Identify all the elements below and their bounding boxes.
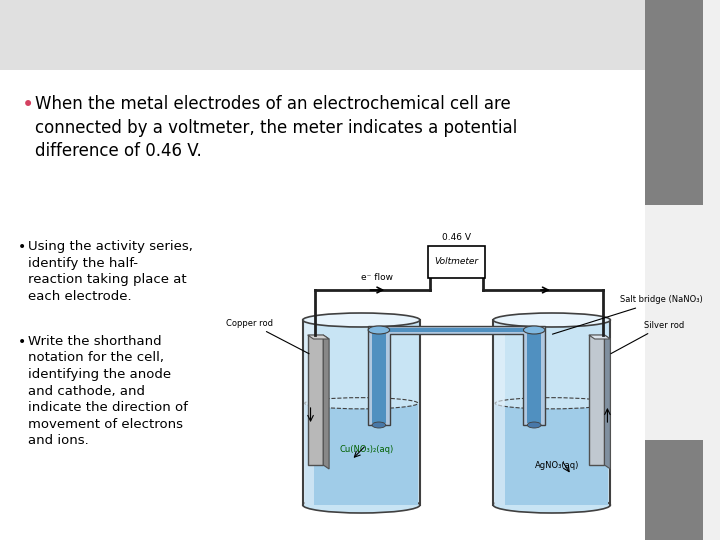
Ellipse shape <box>527 422 541 428</box>
FancyBboxPatch shape <box>428 246 485 278</box>
Text: •: • <box>17 240 26 254</box>
Text: Salt bridge (NaNO₃): Salt bridge (NaNO₃) <box>552 295 703 334</box>
Ellipse shape <box>493 313 611 327</box>
Polygon shape <box>495 403 608 505</box>
Text: •: • <box>22 95 34 115</box>
Text: 0.46 V: 0.46 V <box>442 233 471 242</box>
Polygon shape <box>323 335 329 469</box>
Polygon shape <box>307 335 323 465</box>
Polygon shape <box>305 403 418 505</box>
Ellipse shape <box>495 397 608 409</box>
FancyBboxPatch shape <box>644 0 703 205</box>
Text: e⁻ flow: e⁻ flow <box>361 273 393 282</box>
Ellipse shape <box>372 422 386 428</box>
Polygon shape <box>302 320 420 505</box>
Polygon shape <box>372 328 541 423</box>
Text: Silver rod: Silver rod <box>611 321 684 354</box>
Polygon shape <box>605 335 611 469</box>
Ellipse shape <box>305 397 418 409</box>
FancyBboxPatch shape <box>0 0 644 540</box>
Ellipse shape <box>493 497 611 513</box>
Text: •: • <box>17 335 26 349</box>
Polygon shape <box>493 320 505 505</box>
Polygon shape <box>302 320 315 505</box>
Polygon shape <box>307 335 329 339</box>
Polygon shape <box>589 335 611 339</box>
Polygon shape <box>368 326 545 425</box>
Ellipse shape <box>523 326 545 334</box>
Text: Voltmeter: Voltmeter <box>434 258 479 267</box>
Text: Copper rod: Copper rod <box>226 319 309 354</box>
FancyBboxPatch shape <box>644 440 703 540</box>
Text: Cu(NO₃)₂(aq): Cu(NO₃)₂(aq) <box>339 446 393 455</box>
FancyBboxPatch shape <box>0 0 644 70</box>
Ellipse shape <box>302 497 420 513</box>
Text: When the metal electrodes of an electrochemical cell are
connected by a voltmete: When the metal electrodes of an electroc… <box>35 95 518 160</box>
Text: Using the activity series,
identify the half-
reaction taking place at
each elec: Using the activity series, identify the … <box>28 240 193 302</box>
Ellipse shape <box>302 313 420 327</box>
Ellipse shape <box>368 326 390 334</box>
Polygon shape <box>589 335 605 465</box>
Text: Write the shorthand
notation for the cell,
identifying the anode
and cathode, an: Write the shorthand notation for the cel… <box>28 335 188 447</box>
Polygon shape <box>493 320 611 505</box>
Text: AgNO₃(aq): AgNO₃(aq) <box>534 461 579 469</box>
